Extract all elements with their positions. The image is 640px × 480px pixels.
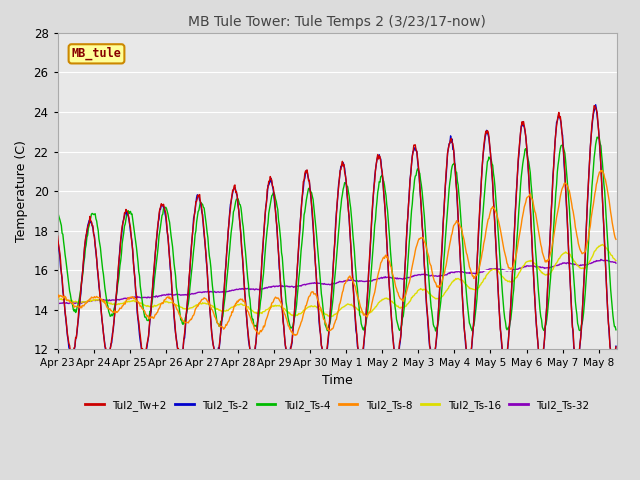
Text: MB_tule: MB_tule <box>72 47 122 60</box>
X-axis label: Time: Time <box>322 374 353 387</box>
Legend: Tul2_Tw+2, Tul2_Ts-2, Tul2_Ts-4, Tul2_Ts-8, Tul2_Ts-16, Tul2_Ts-32: Tul2_Tw+2, Tul2_Ts-2, Tul2_Ts-4, Tul2_Ts… <box>81 396 593 415</box>
Title: MB Tule Tower: Tule Temps 2 (3/23/17-now): MB Tule Tower: Tule Temps 2 (3/23/17-now… <box>188 15 486 29</box>
Y-axis label: Temperature (C): Temperature (C) <box>15 140 28 242</box>
